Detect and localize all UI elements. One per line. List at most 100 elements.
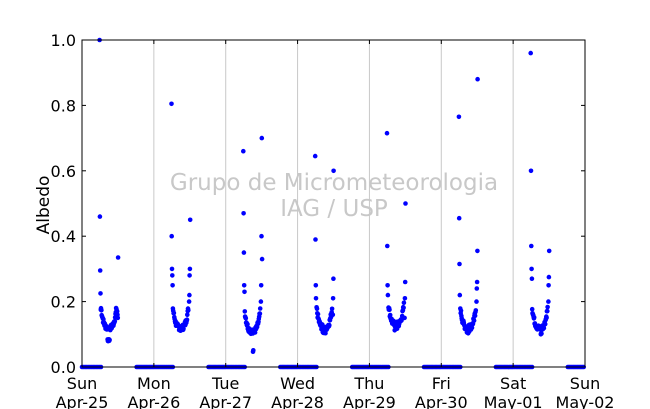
x-tick-label-date: May-01 <box>484 393 543 409</box>
data-point <box>528 50 533 56</box>
data-point <box>170 283 175 288</box>
data-point <box>385 243 390 249</box>
x-tick-label-day: Tue <box>211 374 239 393</box>
data-point <box>241 148 246 154</box>
data-point <box>112 318 118 324</box>
data-point <box>457 292 463 298</box>
data-point <box>187 266 193 272</box>
data-point <box>245 321 250 327</box>
data-point <box>474 299 479 304</box>
x-tick-label-day: Sun <box>570 374 600 393</box>
data-point <box>402 315 407 321</box>
data-point <box>313 237 318 242</box>
data-point <box>186 307 191 313</box>
data-point <box>529 243 534 249</box>
data-point <box>330 312 336 318</box>
data-point <box>471 318 477 323</box>
data-point <box>98 291 103 296</box>
data-point <box>544 315 549 321</box>
x-tick-label-date: Apr-29 <box>343 393 396 409</box>
watermark: Grupo de Micrometeorologia IAG / USP <box>170 170 498 222</box>
data-point <box>546 283 551 288</box>
x-tick-label-date: Apr-26 <box>127 393 180 409</box>
data-point <box>457 261 462 267</box>
data-point <box>97 268 103 273</box>
data-point <box>546 299 551 304</box>
data-point <box>251 348 256 353</box>
data-point <box>387 307 392 313</box>
data-point <box>330 296 336 301</box>
data-point <box>456 215 462 221</box>
data-point <box>329 306 335 312</box>
data-point <box>169 101 174 107</box>
data-point <box>114 309 120 314</box>
y-tick-label: 0.4 <box>51 227 76 246</box>
data-point <box>385 292 391 298</box>
data-point <box>314 306 320 312</box>
data-point <box>458 308 464 313</box>
data-point <box>456 114 462 120</box>
x-tick-label-day: Wed <box>280 374 315 393</box>
data-point <box>385 283 390 288</box>
x-tick-label-date: May-02 <box>556 393 615 409</box>
data-point <box>542 321 548 327</box>
x-axis: SunApr-25MonApr-26TueApr-27WedApr-28ThuA… <box>56 40 615 409</box>
data-point <box>529 276 535 282</box>
data-point <box>257 306 263 311</box>
data-point <box>185 312 190 318</box>
plot-frame <box>81 39 586 368</box>
data-point <box>313 296 319 301</box>
data-point <box>546 274 552 280</box>
x-tick-label-day: Sun <box>67 374 97 393</box>
data-point <box>184 317 190 323</box>
data-point <box>472 313 478 319</box>
data-point <box>115 315 121 321</box>
data-point <box>243 316 249 321</box>
data-point <box>171 310 177 316</box>
data-point <box>259 256 265 262</box>
data-point <box>242 309 248 314</box>
data-point <box>401 305 406 311</box>
y-axis-label: Albedo <box>34 176 54 235</box>
data-point <box>252 330 258 335</box>
data-point <box>242 289 247 295</box>
data-point <box>474 279 480 285</box>
data-point <box>475 248 480 254</box>
data-point <box>259 135 265 141</box>
data-point <box>331 168 336 174</box>
data-point <box>529 306 535 312</box>
data-point <box>187 273 192 278</box>
x-tick-label-day: Thu <box>353 374 384 393</box>
watermark-line-1: Grupo de Micrometeorologia <box>170 170 498 196</box>
data-point <box>315 311 321 317</box>
data-point <box>186 299 192 304</box>
y-tick-label: 0.0 <box>51 358 76 377</box>
data-point <box>384 130 390 136</box>
watermark-line-2: IAG / USP <box>280 196 388 222</box>
data-point <box>327 322 332 328</box>
data-point <box>312 153 318 159</box>
data-point <box>403 201 408 206</box>
data-point <box>258 283 264 288</box>
y-tick-label: 0.6 <box>51 162 76 181</box>
data-point <box>323 330 328 336</box>
data-point <box>531 315 537 320</box>
data-point <box>545 304 550 310</box>
x-tick-label-day: Sat <box>500 374 526 393</box>
data-point <box>259 233 264 239</box>
data-point <box>475 76 480 82</box>
data-point <box>187 217 193 223</box>
y-tick-label: 0.8 <box>51 96 76 115</box>
grid-lines <box>153 40 514 367</box>
data-point <box>170 273 175 278</box>
data-point <box>257 311 263 316</box>
data-point <box>402 279 408 285</box>
y-tick-label: 1.0 <box>51 31 76 50</box>
data-point <box>331 276 336 282</box>
x-tick-label-date: Apr-27 <box>199 393 252 409</box>
data-point <box>169 233 174 239</box>
data-point <box>107 337 112 343</box>
data-point <box>97 214 103 219</box>
x-tick-label-date: Apr-25 <box>56 393 109 409</box>
